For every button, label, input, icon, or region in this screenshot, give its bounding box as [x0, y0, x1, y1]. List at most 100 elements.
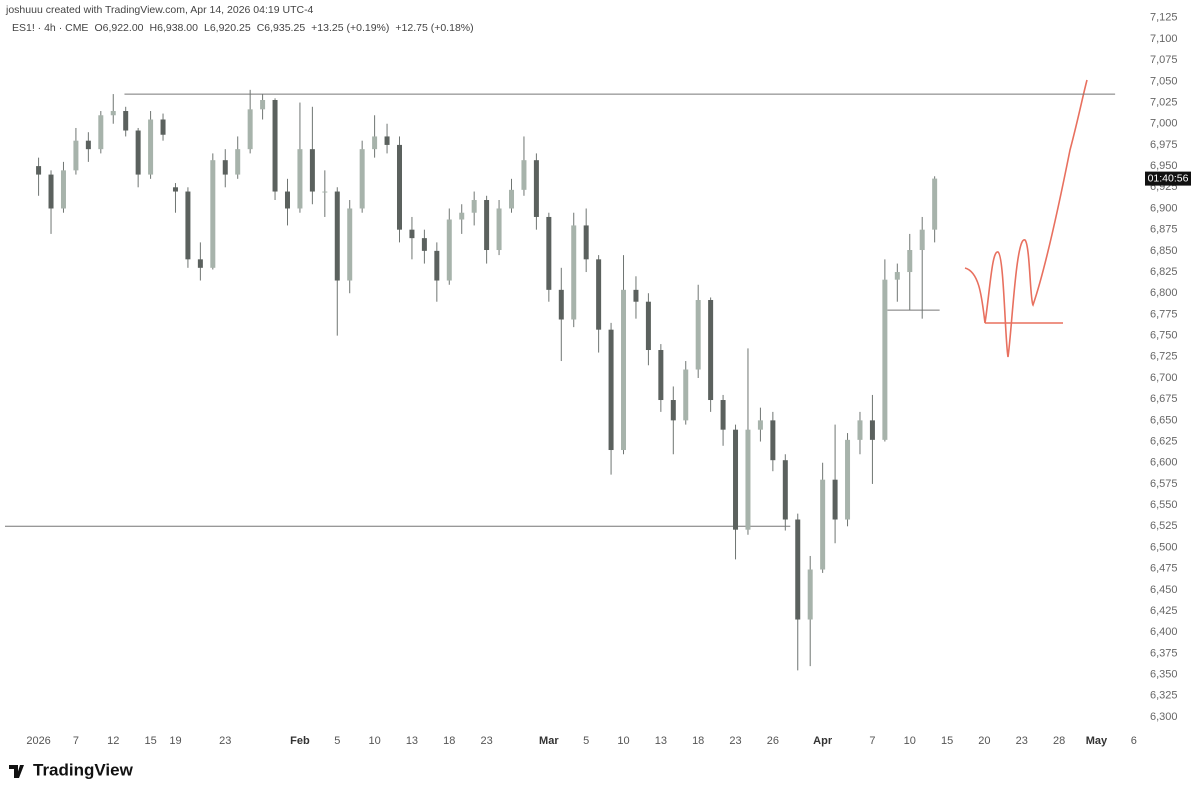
y-tick-label: 6,675	[1150, 393, 1178, 405]
candle-body	[770, 420, 776, 461]
candle-body	[583, 225, 589, 260]
y-tick-label: 6,725	[1150, 351, 1178, 363]
candle-body	[608, 329, 614, 451]
candle-body	[695, 300, 701, 370]
x-tick-label: 5	[334, 735, 340, 747]
candle-body	[36, 166, 42, 175]
y-tick-label: 6,450	[1150, 584, 1178, 596]
candle-body	[882, 279, 888, 440]
candle-body	[334, 191, 340, 281]
legend-key: L	[204, 22, 210, 34]
candle-body	[60, 170, 66, 209]
x-tick-label: 23	[480, 735, 492, 747]
y-tick-label: 6,825	[1150, 266, 1178, 278]
countdown: 01:40:56	[1148, 172, 1189, 184]
candle-body	[733, 429, 739, 530]
x-tick-label: 23	[219, 735, 231, 747]
logo: TradingView	[9, 760, 134, 779]
legend-value: 6,935.25	[264, 22, 305, 34]
candle-body	[309, 149, 315, 192]
candle-body	[745, 429, 751, 530]
candle-body	[670, 400, 676, 421]
legend-value: 6,938.00	[157, 22, 198, 34]
y-tick-label: 6,650	[1150, 414, 1178, 426]
x-tick-label: 23	[729, 735, 741, 747]
y-tick-label: 6,375	[1150, 647, 1178, 659]
legend: ES1! · 4h · CME O6,922.00 H6,938.00 L6,920.…	[12, 22, 474, 34]
y-tick-label: 7,075	[1150, 54, 1178, 66]
x-tick-label: 6	[1131, 735, 1137, 747]
candle-body	[197, 259, 203, 268]
candle-body	[658, 350, 664, 401]
candle-body	[459, 212, 465, 220]
legend-key: H	[150, 22, 158, 34]
y-tick-label: 6,975	[1150, 139, 1178, 151]
x-tick-label: 23	[1016, 735, 1028, 747]
candle-body	[446, 219, 452, 281]
y-tick-label: 6,800	[1150, 287, 1178, 299]
candle-body	[434, 250, 440, 281]
legend-value: 6,922.00	[103, 22, 144, 34]
candle-body	[894, 272, 900, 280]
x-tick-label: 15	[941, 735, 953, 747]
candle-body	[384, 136, 390, 145]
x-tick-label: 26	[767, 735, 779, 747]
x-tick-label: 13	[655, 735, 667, 747]
y-tick-label: 7,050	[1150, 75, 1178, 87]
freehand-drawing	[964, 79, 1088, 358]
y-tick-label: 6,700	[1150, 372, 1178, 384]
candle-body	[907, 250, 913, 273]
candle-body	[284, 191, 290, 209]
brand: TradingView	[33, 760, 134, 779]
candle-body	[571, 225, 577, 320]
candle-body	[558, 289, 564, 320]
candle-body	[98, 115, 104, 150]
y-tick-label: 6,850	[1150, 245, 1178, 257]
candle-body	[471, 200, 477, 213]
candle-body	[521, 160, 527, 190]
x-tick-label: 28	[1053, 735, 1065, 747]
y-tick-label: 6,525	[1150, 520, 1178, 532]
x-tick-label: Feb	[290, 735, 310, 747]
x-tick-label: 13	[406, 735, 418, 747]
candle-body	[633, 289, 639, 302]
y-tick-label: 6,500	[1150, 541, 1178, 553]
y-tick-label: 6,575	[1150, 478, 1178, 490]
candle-body	[932, 178, 938, 230]
candle-body	[683, 369, 689, 421]
candle-body	[172, 187, 178, 192]
price-label-bg	[1145, 171, 1191, 186]
candle-body	[160, 119, 166, 135]
change-ext: +12.75 (+0.18%)	[395, 22, 473, 34]
legend-key: O	[94, 22, 102, 34]
legend-line: ES1! · 4h · CME O6,922.00 H6,938.00 L6,920.…	[12, 22, 474, 34]
x-tick-label: 10	[368, 735, 380, 747]
y-tick-label: 6,625	[1150, 435, 1178, 447]
candle-body	[85, 140, 91, 150]
candle-body	[235, 149, 241, 175]
candle-body	[546, 216, 552, 290]
candle-body	[148, 119, 154, 175]
candle-body	[621, 289, 627, 451]
change: +13.25 (+0.19%)	[311, 22, 389, 34]
y-tick-label: 6,750	[1150, 330, 1178, 342]
legend-key: C	[257, 22, 265, 34]
y-tick-label: 7,000	[1150, 118, 1178, 130]
logo-icon	[9, 765, 24, 778]
candle-body	[484, 200, 490, 251]
x-tick-label: 10	[617, 735, 629, 747]
candle-body	[533, 160, 539, 217]
y-tick-label: 6,550	[1150, 499, 1178, 511]
candle-body	[110, 111, 116, 116]
y-tick-label: 6,600	[1150, 457, 1178, 469]
x-tick-label: 12	[107, 735, 119, 747]
x-tick-label: 10	[904, 735, 916, 747]
y-tick-label: 6,300	[1150, 711, 1178, 723]
y-tick-label: 6,475	[1150, 563, 1178, 575]
y-tick-label: 6,875	[1150, 224, 1178, 236]
candle-body	[372, 136, 378, 150]
y-tick-label: 7,125	[1150, 12, 1178, 24]
candle-body	[260, 100, 266, 110]
x-tick-label: 15	[144, 735, 156, 747]
